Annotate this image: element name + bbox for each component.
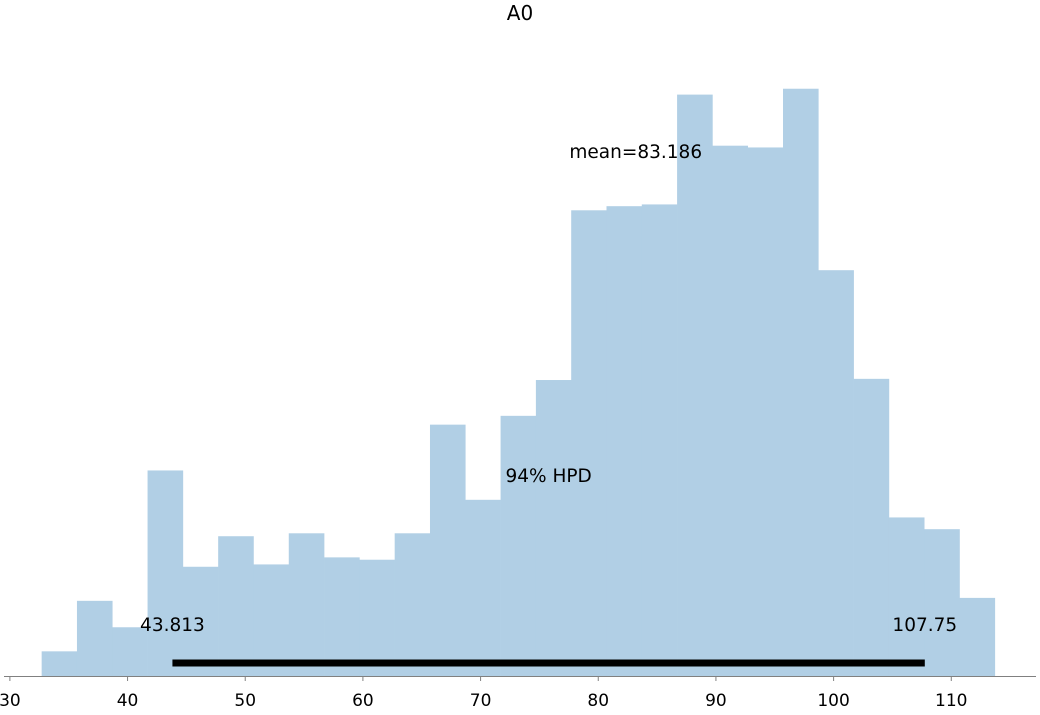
x-tick-label: 60 <box>352 691 374 711</box>
x-tick-label: 30 <box>0 691 21 711</box>
histogram-bar <box>853 378 890 676</box>
histogram-bar <box>41 651 78 676</box>
histogram-bar <box>571 210 607 676</box>
histogram-bar <box>606 206 643 676</box>
histogram-bar <box>324 557 360 676</box>
histogram-bar <box>500 415 537 676</box>
histogram-bar <box>218 536 254 676</box>
histogram-bar <box>959 597 996 676</box>
x-tick-label: 90 <box>705 691 727 711</box>
histogram-bar <box>712 145 748 676</box>
histogram-bar <box>288 533 325 676</box>
hpd-annotation: 94% HPD <box>505 466 591 487</box>
histogram-bar <box>924 529 960 676</box>
histogram-bar <box>359 559 395 676</box>
x-tick-label: 50 <box>234 691 256 711</box>
x-tick-label: 100 <box>817 691 849 711</box>
histogram-bar <box>888 517 925 676</box>
histogram-bar <box>112 627 148 676</box>
x-axis-ticks: 30 40 50 60 70 80 90 100 110 <box>0 676 968 711</box>
hpd-low-annotation: 43.813 <box>140 615 205 636</box>
hpd-high-annotation: 107.75 <box>892 615 957 636</box>
histogram-bar <box>394 533 431 676</box>
histogram-bar <box>818 270 854 676</box>
histogram-bar <box>253 564 290 676</box>
histogram-bar <box>429 424 466 676</box>
x-tick-label: 80 <box>587 691 609 711</box>
histogram-bars <box>41 88 996 677</box>
histogram-bar <box>465 499 501 676</box>
histogram-bar <box>747 147 784 677</box>
histogram-bar <box>182 566 219 676</box>
histogram-bar <box>783 88 819 676</box>
histogram-bar <box>641 204 678 677</box>
x-tick-label: 110 <box>935 691 967 711</box>
x-tick-label: 40 <box>117 691 139 711</box>
x-tick-label: 70 <box>470 691 492 711</box>
chart-title: A0 <box>507 1 533 25</box>
histogram-bar <box>677 94 713 677</box>
histogram-bar <box>76 600 113 676</box>
mean-annotation: mean=83.186 <box>569 142 702 163</box>
histogram-bar <box>535 380 572 676</box>
histogram-bar <box>147 470 184 676</box>
